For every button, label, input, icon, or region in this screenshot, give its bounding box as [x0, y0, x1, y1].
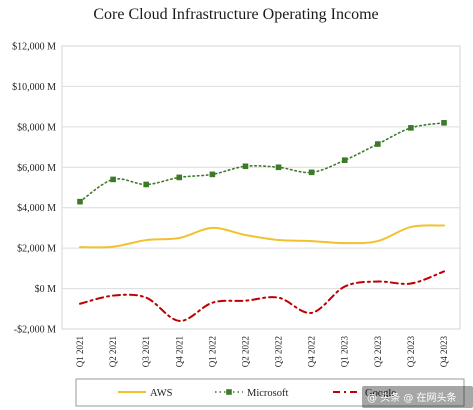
y-tick-label: $8,000 M [17, 122, 56, 133]
series-line-google [79, 270, 445, 322]
data-point-marker [275, 164, 282, 171]
x-tick-label: Q3 2022 [274, 336, 284, 367]
x-tick-label: Q1 2023 [340, 336, 350, 368]
x-tick-label: Q2 2021 [108, 336, 118, 367]
data-point-marker [209, 171, 216, 178]
y-axis-ticks: $12,000 M $10,000 M $8,000 M $6,000 M $4,000… [12, 42, 56, 336]
data-point-marker [408, 125, 414, 131]
data-point-marker [143, 181, 149, 188]
chart-title: Core Cloud Infrastructure Operating Inco… [93, 6, 378, 23]
x-tick-label: Q4 2022 [307, 336, 317, 367]
y-tick-label: -$2,000 M [14, 325, 56, 336]
x-axis-ticks: Q1 2021 Q2 2021 Q3 2021 Q4 2021 Q1 2022 Q2 20… [75, 336, 449, 368]
y-tick-label: $12,000 M [12, 42, 56, 53]
y-tick-label: $4,000 M [17, 203, 56, 214]
data-point-marker [341, 157, 348, 164]
legend-label: AWS [150, 388, 173, 399]
y-tick-label: $0 M [35, 284, 57, 295]
data-point-marker [176, 174, 183, 181]
watermark: @ 头条 @ 在网头条 [362, 386, 473, 408]
x-tick-label: Q1 2021 [75, 336, 85, 367]
series-lines [77, 120, 447, 322]
x-tick-label: Q4 2023 [439, 336, 449, 368]
x-tick-label: Q1 2022 [207, 336, 217, 367]
y-tick-label: $6,000 M [17, 163, 56, 174]
legend-marker [226, 389, 232, 395]
y-tick-label: $10,000 M [12, 82, 56, 93]
watermark-text: @ 头条 @ 在网头条 [367, 391, 457, 404]
x-tick-label: Q3 2021 [141, 336, 151, 367]
x-tick-label: Q2 2023 [373, 336, 383, 368]
legend-label: Google [365, 388, 396, 399]
grid-lines [62, 85, 460, 290]
plot-area-border [61, 45, 461, 330]
data-point-marker [77, 198, 83, 205]
series-line-aws [79, 224, 445, 249]
data-point-marker [441, 120, 447, 126]
data-point-marker [110, 176, 116, 183]
legend: AWS Microsoft Google [75, 378, 465, 407]
series-line-microsoft [79, 122, 445, 203]
data-point-marker [308, 169, 315, 176]
x-tick-label: Q2 2022 [240, 336, 250, 367]
data-point-marker [242, 163, 249, 170]
data-point-marker [375, 141, 381, 147]
x-tick-label: Q3 2023 [406, 336, 416, 368]
y-tick-label: $2,000 M [17, 244, 56, 255]
x-tick-label: Q4 2021 [174, 336, 184, 367]
watermark-backdrop [362, 386, 473, 408]
legend-label: Microsoft [247, 388, 288, 399]
